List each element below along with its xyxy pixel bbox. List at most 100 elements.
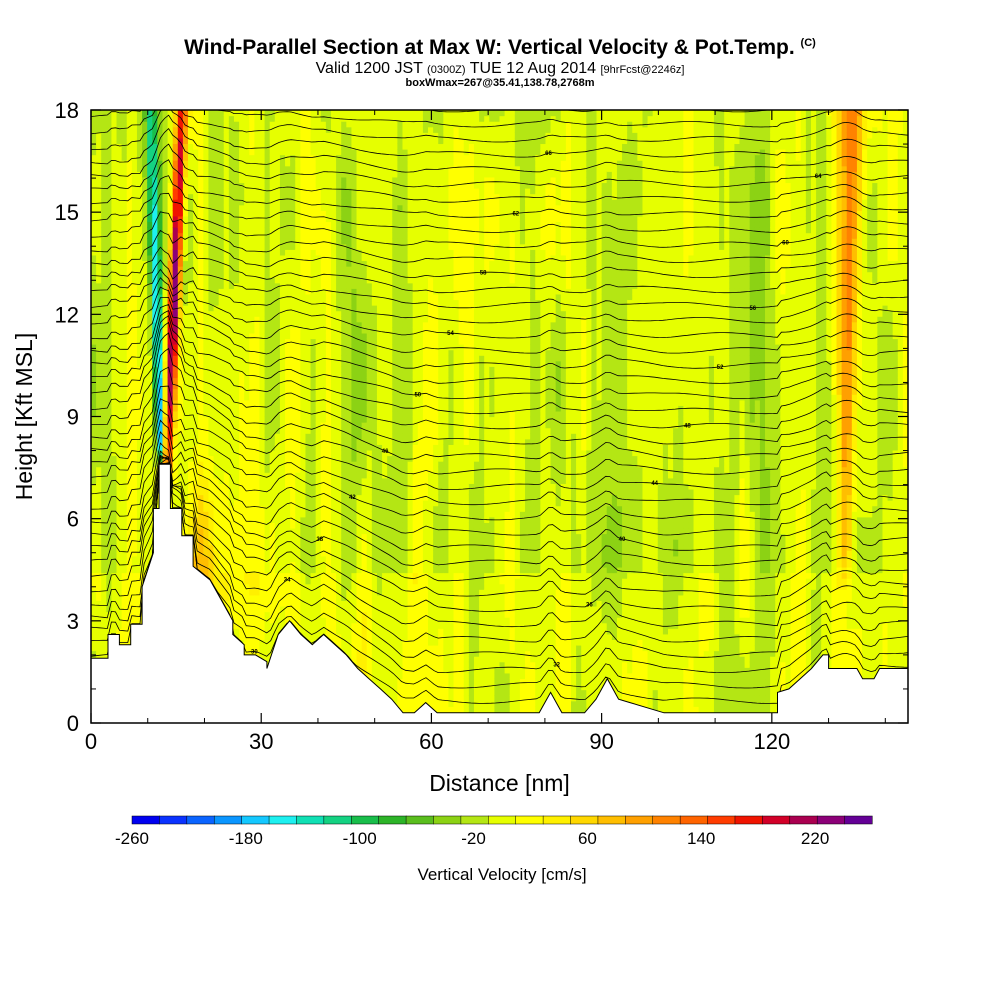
velocity-cell xyxy=(96,500,102,506)
velocity-cell xyxy=(173,227,179,233)
velocity-cell xyxy=(122,589,128,595)
velocity-cell xyxy=(91,634,97,640)
velocity-cell xyxy=(127,205,133,211)
velocity-cell xyxy=(137,433,143,439)
velocity-cell xyxy=(132,478,138,484)
velocity-cell xyxy=(122,539,128,545)
velocity-cell xyxy=(91,595,97,601)
velocity-cell xyxy=(122,411,128,417)
velocity-cell xyxy=(183,327,189,333)
velocity-cell xyxy=(117,249,123,255)
velocity-cell xyxy=(142,244,148,250)
velocity-cell xyxy=(122,350,128,356)
velocity-cell xyxy=(162,110,168,116)
velocity-cell xyxy=(198,350,204,356)
velocity-cell xyxy=(96,606,102,612)
velocity-cell xyxy=(96,121,102,127)
velocity-cell xyxy=(162,138,168,144)
velocity-cell xyxy=(96,522,102,528)
velocity-cell xyxy=(96,138,102,144)
velocity-cell xyxy=(101,511,107,517)
velocity-cell xyxy=(132,584,138,590)
velocity-cell xyxy=(162,417,168,423)
velocity-cell xyxy=(96,556,102,562)
velocity-cell xyxy=(198,210,204,216)
velocity-cell xyxy=(162,294,168,300)
velocity-cell xyxy=(173,327,179,333)
velocity-cell xyxy=(142,550,148,556)
velocity-cell xyxy=(188,417,194,423)
velocity-cell xyxy=(142,311,148,317)
velocity-cell xyxy=(178,166,184,172)
velocity-cell xyxy=(198,327,204,333)
velocity-cell xyxy=(91,606,97,612)
velocity-cell xyxy=(183,210,189,216)
velocity-cell xyxy=(101,182,107,188)
velocity-cell xyxy=(132,517,138,523)
velocity-cell xyxy=(162,355,168,361)
velocity-cell xyxy=(122,461,128,467)
velocity-cell xyxy=(193,194,199,200)
velocity-cell xyxy=(137,177,143,183)
velocity-cell xyxy=(157,199,163,205)
velocity-cell xyxy=(137,344,143,350)
velocity-cell xyxy=(111,539,117,545)
velocity-cell xyxy=(96,617,102,623)
velocity-cell xyxy=(147,456,153,462)
velocity-cell xyxy=(117,612,123,618)
velocity-cell xyxy=(111,361,117,367)
velocity-cell xyxy=(188,244,194,250)
velocity-cell xyxy=(193,316,199,322)
velocity-cell xyxy=(101,584,107,590)
velocity-cell xyxy=(91,600,97,606)
velocity-cell xyxy=(132,227,138,233)
velocity-cell xyxy=(132,266,138,272)
velocity-cell xyxy=(168,149,174,155)
velocity-cell xyxy=(127,361,133,367)
velocity-cell xyxy=(111,444,117,450)
velocity-cell xyxy=(96,205,102,211)
velocity-cell xyxy=(101,428,107,434)
velocity-cell xyxy=(168,205,174,211)
velocity-cell xyxy=(183,428,189,434)
velocity-cell xyxy=(111,333,117,339)
velocity-cell xyxy=(106,444,112,450)
velocity-cell xyxy=(127,238,133,244)
velocity-cell xyxy=(198,506,204,512)
velocity-cell xyxy=(132,556,138,562)
velocity-cell xyxy=(91,127,97,133)
velocity-cell xyxy=(137,227,143,233)
velocity-cell xyxy=(111,417,117,423)
velocity-cell xyxy=(101,149,107,155)
velocity-cell xyxy=(101,500,107,506)
velocity-cell xyxy=(111,400,117,406)
velocity-cell xyxy=(188,171,194,177)
velocity-cell xyxy=(91,266,97,272)
velocity-cell xyxy=(111,288,117,294)
velocity-cell xyxy=(188,333,194,339)
velocity-cell xyxy=(193,110,199,116)
velocity-cell xyxy=(117,277,123,283)
velocity-cell xyxy=(173,394,179,400)
velocity-cell xyxy=(173,389,179,395)
velocity-cell xyxy=(183,188,189,194)
velocity-cell xyxy=(132,155,138,161)
velocity-cell xyxy=(198,194,204,200)
velocity-cell xyxy=(188,316,194,322)
velocity-cell xyxy=(91,233,97,239)
velocity-cell xyxy=(132,143,138,149)
velocity-cell xyxy=(132,567,138,573)
velocity-cell xyxy=(96,238,102,244)
velocity-cell xyxy=(137,500,143,506)
velocity-cell xyxy=(198,116,204,122)
velocity-cell xyxy=(96,149,102,155)
velocity-cell xyxy=(117,417,123,423)
velocity-cell xyxy=(101,249,107,255)
velocity-cell xyxy=(132,316,138,322)
velocity-cell xyxy=(96,394,102,400)
velocity-cell xyxy=(198,177,204,183)
velocity-cell xyxy=(137,160,143,166)
velocity-cell xyxy=(127,266,133,272)
velocity-cell xyxy=(132,377,138,383)
velocity-cell xyxy=(101,567,107,573)
